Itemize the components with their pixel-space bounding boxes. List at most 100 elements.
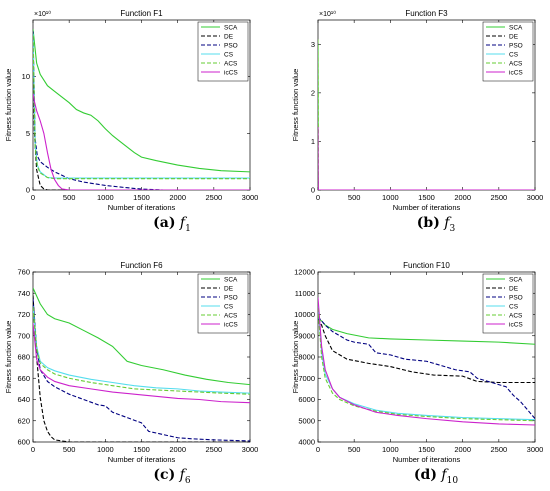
chart-panel-2: Function F3 ×10¹⁰ 0 500 1000 1500 2000 2500 3000… bbox=[291, 9, 543, 212]
x-tick-label: 2500 bbox=[205, 445, 222, 454]
y-tick-label: 600 bbox=[17, 438, 30, 447]
y-multiplier: ×10¹⁰ bbox=[319, 10, 336, 18]
y-tick-label: 720 bbox=[17, 310, 30, 319]
y-tick-label: 4000 bbox=[298, 438, 315, 447]
y-tick-label: 760 bbox=[17, 268, 30, 277]
series-line-iccs bbox=[33, 322, 250, 404]
x-tick-label: 500 bbox=[63, 445, 76, 454]
x-tick-label: 1000 bbox=[97, 445, 114, 454]
y-tick-label: 3 bbox=[311, 40, 315, 49]
x-tick-label: 3000 bbox=[242, 193, 259, 202]
y-tick-label: 0 bbox=[311, 186, 315, 195]
x-tick-label: 2500 bbox=[490, 193, 507, 202]
series-line-cs bbox=[318, 303, 535, 421]
caption-d: (d) f10 bbox=[413, 467, 459, 486]
caption-c: (c) f6 bbox=[153, 467, 191, 486]
x-tick-label: 1500 bbox=[418, 193, 435, 202]
series-line-de bbox=[33, 295, 250, 442]
series-group bbox=[318, 39, 535, 190]
y-tick-label: 6000 bbox=[298, 395, 315, 404]
series-line-iccs bbox=[318, 126, 535, 190]
chart-title: Function F10 bbox=[403, 261, 450, 270]
y-tick-label: 640 bbox=[17, 395, 30, 404]
legend-label-pso: PSO bbox=[224, 43, 238, 50]
legend: SCA DE PSO CS ACS icCS bbox=[482, 21, 534, 82]
legend-label-de: DE bbox=[224, 286, 234, 293]
chart-title: Function F1 bbox=[120, 9, 163, 18]
legend-box bbox=[482, 273, 534, 334]
x-axis-label: Number of iterations bbox=[108, 203, 176, 212]
x-axis-label: Number of iterations bbox=[393, 203, 461, 212]
series-line-iccs bbox=[318, 297, 535, 426]
y-tick-label: 5000 bbox=[298, 416, 315, 425]
x-axis-label: Number of iterations bbox=[393, 455, 461, 464]
legend-label-iccs: icCS bbox=[509, 70, 523, 77]
x-tick-label: 1000 bbox=[382, 193, 399, 202]
legend-label-pso: PSO bbox=[509, 43, 523, 50]
y-tick-label: 10000 bbox=[294, 310, 315, 319]
legend-label-acs: ACS bbox=[224, 61, 238, 68]
y-tick-label: 5 bbox=[26, 129, 30, 138]
caption-a: (a) f1 bbox=[153, 215, 191, 234]
series-group bbox=[318, 297, 535, 426]
legend: SCA DE PSO CS ACS icCS bbox=[197, 21, 249, 82]
y-axis-label: Fitness function value bbox=[4, 69, 13, 142]
series-line-pso bbox=[33, 31, 250, 190]
legend-label-sca: SCA bbox=[224, 277, 238, 284]
chart-panel-3: Function F6 0 500 1000 1500 2000 2500 3000 600 62… bbox=[4, 261, 258, 464]
y-tick-label: 2 bbox=[311, 88, 315, 97]
series-line-sca bbox=[33, 287, 250, 386]
legend-label-pso: PSO bbox=[224, 295, 238, 302]
legend-label-iccs: icCS bbox=[509, 322, 523, 329]
legend-label-sca: SCA bbox=[224, 25, 238, 32]
x-tick-label: 1500 bbox=[418, 445, 435, 454]
legend-label-iccs: icCS bbox=[224, 322, 238, 329]
series-line-cs bbox=[33, 305, 250, 394]
x-tick-label: 0 bbox=[31, 445, 35, 454]
legend-label-cs: CS bbox=[224, 304, 234, 311]
x-tick-label: 3000 bbox=[527, 193, 544, 202]
y-multiplier: ×10¹⁰ bbox=[34, 10, 51, 18]
x-axis-label: Number of iterations bbox=[108, 455, 176, 464]
legend-label-cs: CS bbox=[224, 52, 234, 59]
chart-panel-4: Function F10 0 500 1000 1500 2000 2500 3000 4000… bbox=[291, 261, 543, 464]
y-tick-label: 12000 bbox=[294, 268, 315, 277]
series-group bbox=[33, 29, 250, 190]
x-tick-label: 3000 bbox=[527, 445, 544, 454]
y-tick-label: 1 bbox=[311, 137, 315, 146]
legend-label-de: DE bbox=[509, 34, 519, 41]
legend-label-acs: ACS bbox=[509, 313, 523, 320]
legend-label-acs: ACS bbox=[224, 313, 238, 320]
series-line-pso bbox=[33, 298, 250, 442]
x-tick-label: 500 bbox=[348, 445, 361, 454]
legend-label-de: DE bbox=[224, 34, 234, 41]
series-group bbox=[33, 287, 250, 442]
legend-label-sca: SCA bbox=[509, 277, 523, 284]
y-tick-label: 680 bbox=[17, 353, 30, 362]
series-line-de bbox=[318, 318, 535, 384]
y-tick-label: 0 bbox=[26, 186, 30, 195]
legend: SCA DE PSO CS ACS icCS bbox=[197, 273, 249, 334]
x-tick-label: 2500 bbox=[490, 445, 507, 454]
x-tick-label: 1500 bbox=[133, 445, 150, 454]
x-tick-label: 2000 bbox=[169, 445, 186, 454]
chart-panel-1: Function F1 ×10¹⁰ 0 500 1000 1500 2000 2500 3000… bbox=[4, 9, 258, 212]
y-tick-label: 9000 bbox=[298, 331, 315, 340]
legend-label-de: DE bbox=[509, 286, 519, 293]
x-tick-label: 1000 bbox=[382, 445, 399, 454]
x-tick-label: 2000 bbox=[169, 193, 186, 202]
y-axis-label: Fitness function value bbox=[291, 69, 300, 142]
x-tick-label: 0 bbox=[316, 445, 320, 454]
legend-box bbox=[482, 21, 534, 82]
series-line-iccs bbox=[33, 93, 250, 190]
series-line-sca bbox=[33, 29, 250, 173]
y-tick-label: 8000 bbox=[298, 353, 315, 362]
legend-label-cs: CS bbox=[509, 304, 519, 311]
x-tick-label: 1000 bbox=[97, 193, 114, 202]
legend-label-sca: SCA bbox=[509, 25, 523, 32]
chart-title: Function F6 bbox=[120, 261, 163, 270]
x-tick-label: 2000 bbox=[454, 193, 471, 202]
y-tick-label: 7000 bbox=[298, 374, 315, 383]
legend-box bbox=[197, 21, 249, 82]
